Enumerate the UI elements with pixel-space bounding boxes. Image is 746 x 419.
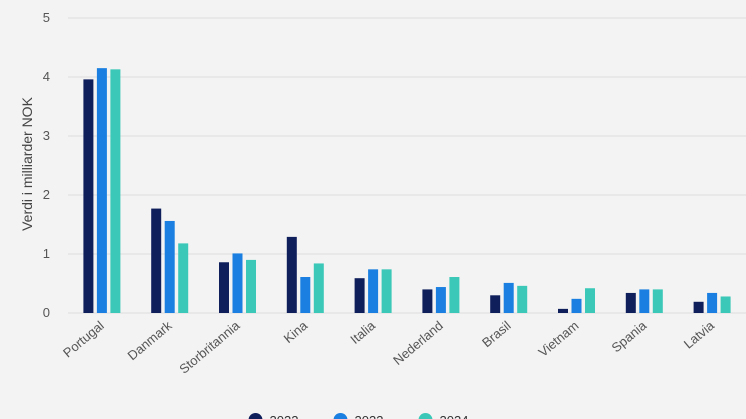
bar-2024-brasil bbox=[517, 285, 528, 313]
bar-2022-brasil bbox=[490, 295, 501, 313]
x-category-label: Nederland bbox=[390, 318, 446, 368]
bar-2022-italia bbox=[354, 278, 365, 313]
x-category-label: Portugal bbox=[60, 318, 107, 361]
bar-2023-spania bbox=[639, 289, 650, 313]
x-category-label: Danmark bbox=[125, 317, 175, 363]
x-category-label: Latvia bbox=[681, 317, 718, 351]
legend-marker-2022 bbox=[248, 413, 263, 419]
x-category-label: Brasil bbox=[479, 318, 514, 350]
bar-2023-italia bbox=[368, 269, 379, 313]
legend-marker-2023 bbox=[333, 413, 348, 419]
bar-2024-spania bbox=[652, 289, 663, 313]
bar-2022-nederland bbox=[422, 289, 433, 313]
bar-2024-nederland bbox=[449, 277, 460, 313]
bar-2024-danmark bbox=[178, 243, 189, 313]
y-tick-label: 0 bbox=[43, 305, 50, 320]
bar-2023-danmark bbox=[164, 220, 175, 313]
y-tick-label: 3 bbox=[43, 128, 50, 143]
bar-2022-spania bbox=[625, 292, 636, 313]
x-category-label: Italia bbox=[347, 317, 378, 347]
bars bbox=[83, 68, 731, 314]
legend-label: 2024 bbox=[440, 413, 469, 419]
bar-2023-brasil bbox=[503, 282, 514, 313]
bar-2023-portugal bbox=[96, 68, 107, 314]
x-category-label: Storbritannia bbox=[176, 317, 243, 376]
y-tick-label: 5 bbox=[43, 10, 50, 25]
bar-2022-portugal bbox=[83, 79, 94, 313]
y-axis-ticks: 0 1 2 3 4 5 bbox=[43, 10, 50, 320]
bar-2024-latvia bbox=[720, 296, 731, 313]
y-axis-title: Verdi i milliarder NOK bbox=[19, 96, 35, 230]
y-tick-label: 1 bbox=[43, 246, 50, 261]
bar-2022-danmark bbox=[151, 208, 162, 313]
bar-2023-kina bbox=[300, 277, 311, 313]
bar-2024-portugal bbox=[110, 69, 121, 313]
legend-label: 2022 bbox=[270, 413, 299, 419]
x-axis-labels: Portugal Danmark Storbritannia Kina Italia Ne… bbox=[60, 317, 718, 376]
bar-2022-kina bbox=[286, 236, 297, 313]
bar-2022-latvia bbox=[693, 301, 704, 313]
y-tick-label: 2 bbox=[43, 187, 50, 202]
x-category-label: Kina bbox=[281, 317, 311, 346]
legend: 2022 2023 2024 bbox=[248, 413, 469, 419]
bar-2024-storbritannia bbox=[246, 259, 256, 313]
bar-2024-kina bbox=[313, 263, 324, 313]
bar-2023-latvia bbox=[707, 292, 718, 313]
x-category-label: Spania bbox=[609, 317, 650, 355]
bar-2022-storbritannia bbox=[219, 262, 229, 313]
legend-marker-2024 bbox=[418, 413, 433, 419]
y-tick-label: 4 bbox=[43, 69, 50, 84]
bar-2023-vietnam bbox=[571, 298, 582, 313]
bar-2022-vietnam bbox=[558, 308, 568, 313]
legend-label: 2023 bbox=[355, 413, 384, 419]
bar-2024-italia bbox=[381, 269, 392, 313]
bar-2023-nederland bbox=[435, 287, 446, 313]
bar-2023-storbritannia bbox=[232, 253, 243, 313]
x-category-label: Vietnam bbox=[535, 318, 581, 360]
bar-2024-vietnam bbox=[585, 288, 595, 313]
